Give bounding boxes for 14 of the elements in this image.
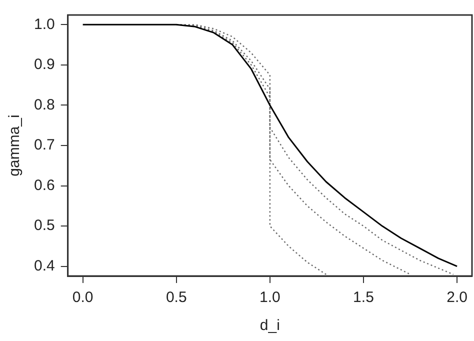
x-tick-label: 0.0 xyxy=(72,289,94,306)
y-tick-label: 0.7 xyxy=(34,136,55,154)
y-tick-label: 0.6 xyxy=(34,176,55,194)
y-tick-label: 0.4 xyxy=(34,257,55,274)
x-tick-label: 1.5 xyxy=(353,289,374,306)
x-tick-label: 2.0 xyxy=(446,289,468,306)
x-axis-title: d_i xyxy=(260,317,280,334)
y-axis-title: gamma_i xyxy=(6,114,24,176)
x-tick-label: 0.5 xyxy=(166,289,187,306)
y-tick-label: 1.0 xyxy=(34,16,55,33)
y-tick-label: 0.9 xyxy=(34,56,55,74)
y-tick-label: 0.5 xyxy=(34,217,55,234)
y-tick-label: 0.8 xyxy=(34,96,55,114)
x-tick-label: 1.0 xyxy=(259,289,280,306)
